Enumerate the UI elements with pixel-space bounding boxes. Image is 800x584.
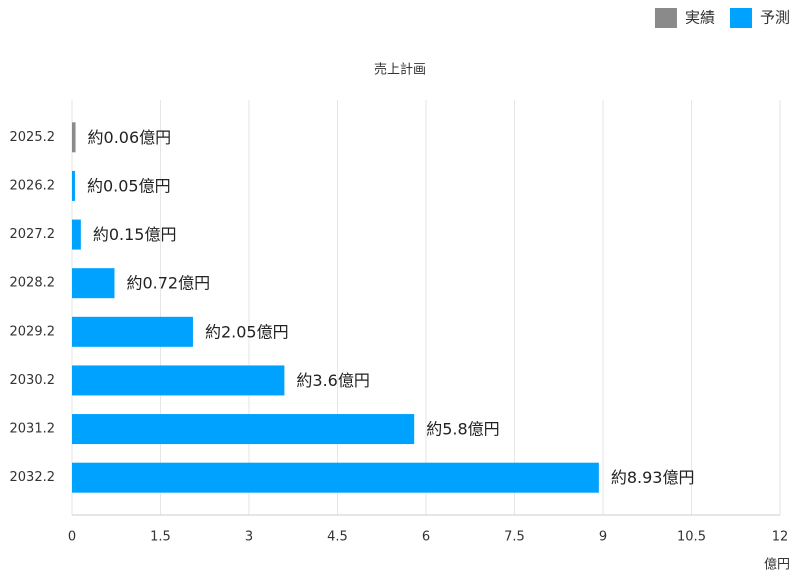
y-tick-label: 2032.2: [10, 470, 56, 485]
bar: [72, 365, 285, 396]
x-tick-label: 4.5: [327, 530, 348, 545]
bar: [72, 170, 75, 201]
x-tick-label: 0: [68, 530, 76, 545]
y-tick-label: 2025.2: [10, 130, 56, 145]
x-tick-label: 3: [245, 530, 253, 545]
x-tick-label: 10.5: [677, 530, 706, 545]
bar: [72, 316, 193, 347]
bar: [72, 414, 415, 445]
chart-title: 売上計画: [374, 62, 426, 78]
y-tick-label: 2026.2: [10, 178, 56, 193]
bar: [72, 122, 76, 153]
legend-label: 予測: [760, 9, 790, 27]
value-label: 約5.8億円: [426, 420, 499, 439]
x-tick-label: 7.5: [504, 530, 525, 545]
y-tick-label: 2031.2: [10, 422, 56, 437]
y-tick-label: 2027.2: [10, 227, 56, 242]
y-tick-label: 2029.2: [10, 324, 56, 339]
bar: [72, 462, 599, 493]
value-label: 約3.6億円: [296, 371, 369, 390]
value-label: 約0.15億円: [93, 225, 177, 244]
y-tick-label: 2028.2: [10, 276, 56, 291]
legend-label: 実績: [685, 9, 715, 27]
bar: [72, 268, 115, 299]
value-label: 約0.72億円: [126, 274, 210, 293]
y-tick-label: 2030.2: [10, 373, 56, 388]
value-label: 約8.93億円: [611, 468, 695, 487]
bar: [72, 219, 81, 250]
value-label: 約0.05億円: [87, 176, 171, 195]
x-tick-label: 1.5: [150, 530, 171, 545]
value-label: 約2.05億円: [205, 322, 289, 341]
legend-swatch: [729, 8, 752, 28]
x-axis-label: 億円: [764, 557, 790, 573]
x-tick-label: 6: [422, 530, 430, 545]
x-tick-label: 9: [599, 530, 607, 545]
legend-swatch: [654, 8, 677, 28]
x-tick-label: 12: [772, 530, 789, 545]
value-label: 約0.06億円: [88, 128, 172, 147]
